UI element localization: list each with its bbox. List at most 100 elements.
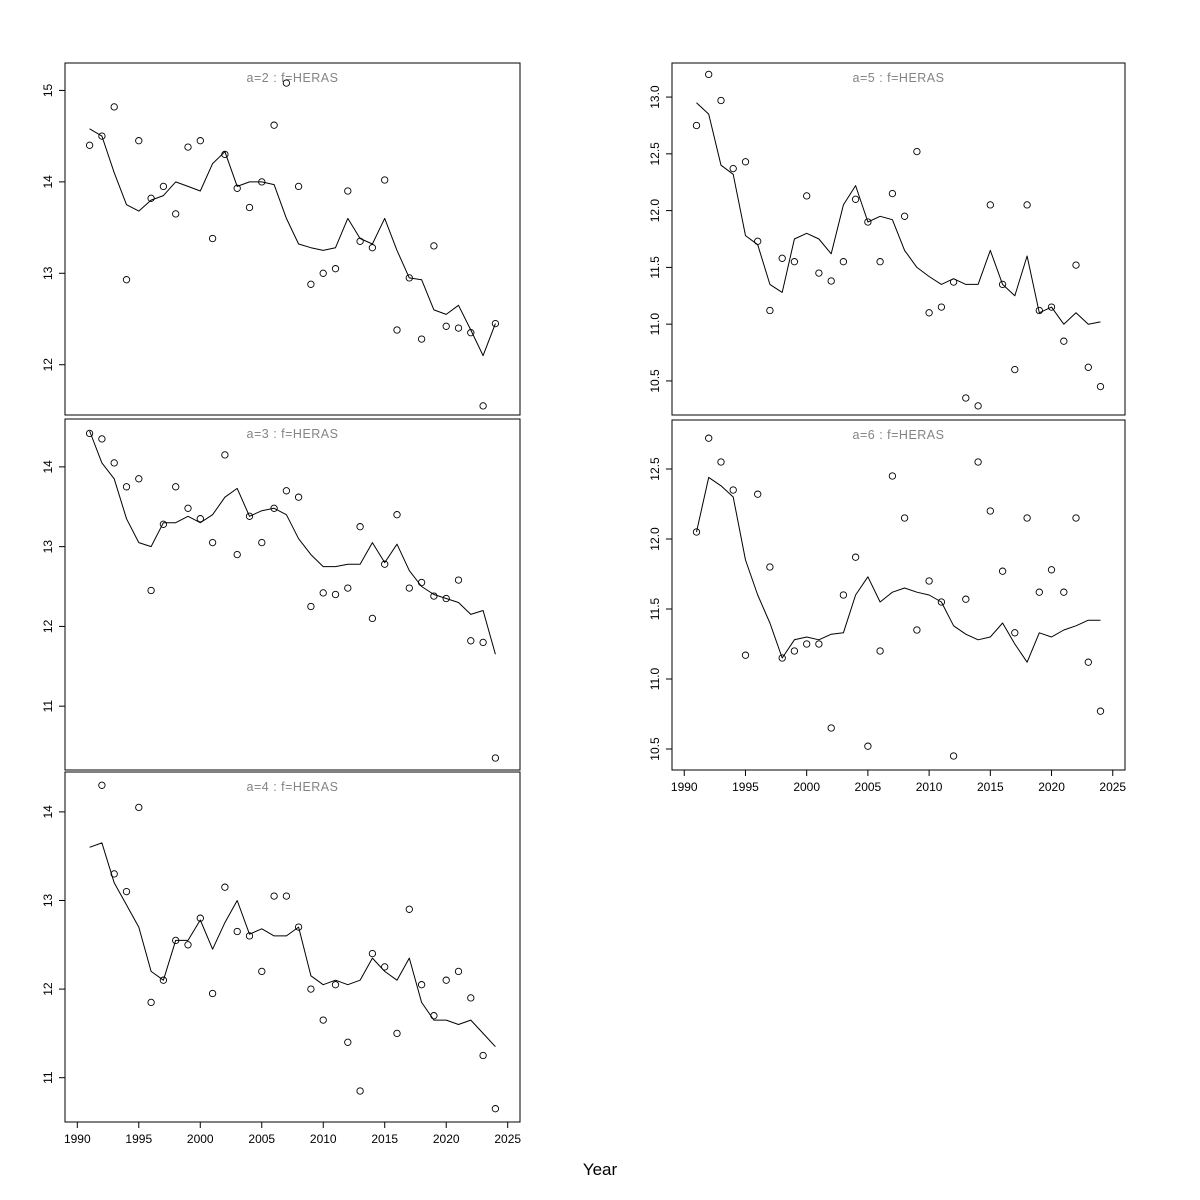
- data-point: [184, 941, 192, 949]
- data-point: [393, 1029, 401, 1038]
- y-tick-label: 11: [41, 1071, 55, 1084]
- data-point: [986, 507, 994, 515]
- data-point: [790, 258, 799, 266]
- panel-border: [64, 418, 521, 771]
- y-tick-label: 13: [41, 540, 55, 554]
- data-point: [196, 914, 204, 922]
- data-point: [208, 538, 217, 547]
- data-point: [393, 511, 401, 519]
- x-tick-label: 1990: [64, 1132, 91, 1146]
- data-point: [221, 451, 229, 459]
- x-tick-label: 2000: [187, 1132, 214, 1146]
- data-point: [876, 258, 884, 266]
- data-point: [270, 504, 278, 512]
- data-point: [491, 1105, 500, 1113]
- data-point: [491, 754, 500, 762]
- data-point: [159, 520, 168, 528]
- y-tick-label: 14: [41, 805, 55, 819]
- data-point: [479, 402, 487, 410]
- data-point: [307, 985, 315, 993]
- data-point: [815, 269, 823, 277]
- data-point: [135, 803, 143, 812]
- data-point: [331, 981, 340, 989]
- data-point: [888, 472, 897, 480]
- data-point: [790, 647, 799, 655]
- y-tick-label: 12.0: [648, 199, 662, 223]
- data-point: [245, 512, 254, 520]
- data-point: [454, 324, 463, 332]
- y-tick-label: 14: [41, 460, 55, 474]
- data-point: [98, 435, 106, 443]
- data-point: [705, 70, 713, 79]
- data-point: [705, 434, 713, 442]
- data-point: [344, 584, 352, 592]
- data-point: [344, 1038, 352, 1046]
- data-point: [221, 883, 229, 891]
- data-point: [405, 584, 413, 592]
- data-point: [319, 1016, 327, 1024]
- data-point: [172, 483, 180, 491]
- x-tick-label: 2005: [248, 1132, 275, 1146]
- data-point: [221, 150, 229, 159]
- data-point: [741, 158, 750, 166]
- data-point: [467, 994, 475, 1002]
- data-point: [85, 141, 94, 149]
- data-point: [1096, 382, 1105, 391]
- data-point: [839, 591, 848, 599]
- x-tick-label: 2020: [433, 1132, 460, 1146]
- x-tick-label: 2025: [1099, 780, 1126, 794]
- trend-line: [89, 128, 496, 357]
- x-tick-label: 2015: [371, 1132, 398, 1146]
- data-point: [1011, 629, 1019, 637]
- data-point: [110, 103, 118, 111]
- data-point: [766, 306, 774, 315]
- data-point: [815, 640, 823, 648]
- data-point: [307, 280, 315, 288]
- data-point: [356, 237, 364, 245]
- data-point: [98, 132, 106, 140]
- data-point: [184, 143, 192, 151]
- data-point: [754, 490, 762, 498]
- data-point: [692, 528, 701, 536]
- data-point: [937, 303, 946, 311]
- data-point: [208, 989, 217, 998]
- data-point: [258, 178, 266, 186]
- data-point: [442, 976, 450, 984]
- data-point: [245, 203, 254, 212]
- data-point: [393, 326, 401, 334]
- data-point: [962, 595, 970, 603]
- x-tick-label: 1995: [125, 1132, 152, 1146]
- data-point: [122, 483, 131, 491]
- data-point: [1047, 303, 1056, 311]
- data-point: [270, 121, 278, 129]
- data-point: [864, 218, 872, 226]
- data-point: [1035, 588, 1043, 596]
- x-tick-label: 2010: [310, 1132, 337, 1146]
- trend-line: [696, 102, 1101, 325]
- panel-title: a=6 : f=HERAS: [853, 428, 945, 442]
- data-point: [430, 242, 438, 250]
- data-point: [925, 577, 933, 585]
- data-point: [282, 79, 291, 87]
- y-tick-label: 12.5: [648, 142, 662, 166]
- panel-a4: 11 12 13 14 1990 1995 2000 2005 2010 2015 2020 2025…: [41, 771, 521, 1146]
- data-point: [110, 459, 118, 467]
- data-point: [184, 504, 192, 512]
- data-point: [381, 963, 389, 971]
- data-point: [998, 280, 1007, 289]
- data-point: [405, 274, 413, 282]
- y-tick-label: 11.0: [648, 667, 662, 690]
- data-point: [159, 976, 168, 984]
- data-point: [839, 258, 848, 266]
- data-point: [913, 147, 921, 156]
- data-point: [208, 234, 217, 243]
- data-point: [962, 394, 970, 402]
- data-point: [282, 487, 291, 495]
- data-point: [888, 189, 897, 198]
- data-point: [381, 176, 389, 184]
- data-point: [172, 936, 180, 945]
- x-tick-label: 2025: [494, 1132, 521, 1146]
- data-point: [172, 210, 180, 218]
- data-point: [98, 781, 106, 789]
- data-point: [803, 192, 811, 200]
